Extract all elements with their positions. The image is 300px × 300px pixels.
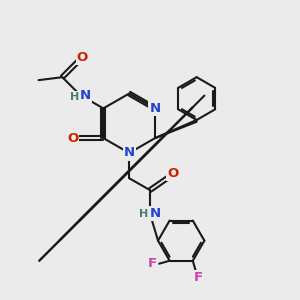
Text: O: O: [76, 51, 88, 64]
Text: H: H: [70, 92, 80, 101]
Text: H: H: [139, 209, 148, 219]
Text: N: N: [150, 207, 161, 220]
Text: F: F: [194, 271, 203, 284]
Text: N: N: [124, 146, 135, 160]
Text: F: F: [148, 257, 157, 270]
Text: O: O: [167, 167, 178, 180]
Text: N: N: [80, 88, 91, 101]
Text: O: O: [67, 132, 78, 145]
Text: N: N: [149, 102, 161, 115]
